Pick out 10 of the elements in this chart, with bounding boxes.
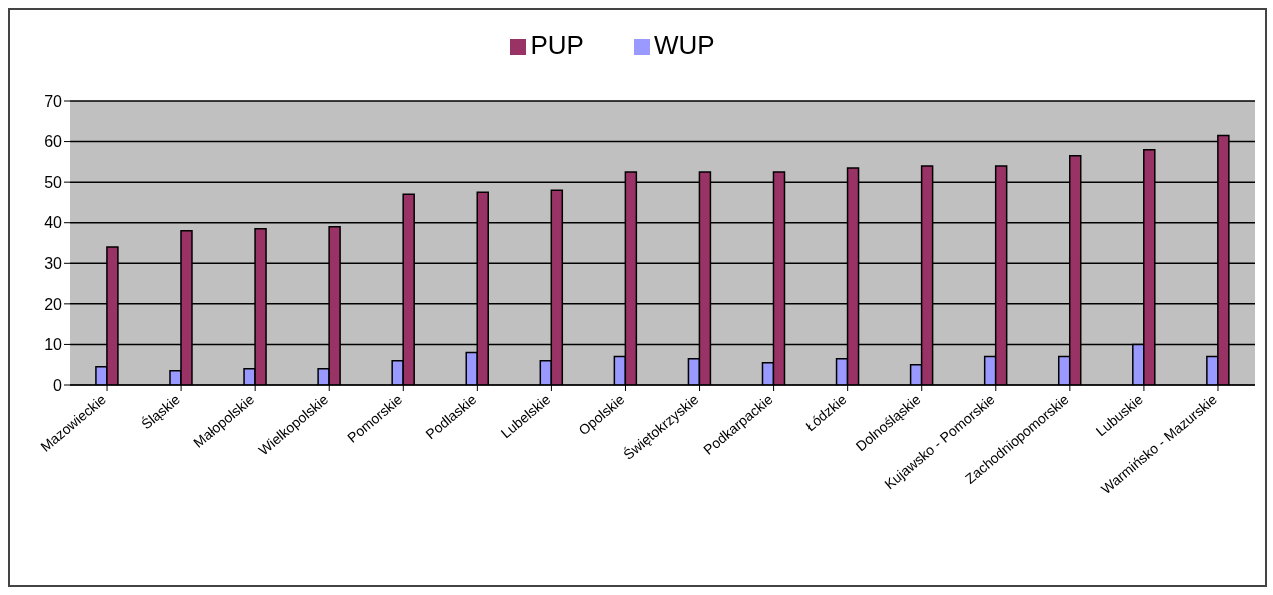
y-tick-label: 70 xyxy=(44,92,63,110)
y-tick-label: 50 xyxy=(44,173,63,191)
y-tick-label: 20 xyxy=(44,295,63,313)
y-tick-label: 60 xyxy=(44,133,63,151)
y-tick-label: 0 xyxy=(53,376,63,394)
y-tick-label: 40 xyxy=(44,214,63,232)
y-tick-label: 10 xyxy=(44,336,63,354)
y-tick-label: 30 xyxy=(44,254,63,272)
legend-label: WUP xyxy=(653,30,715,60)
legend-label: PUP xyxy=(530,30,584,60)
